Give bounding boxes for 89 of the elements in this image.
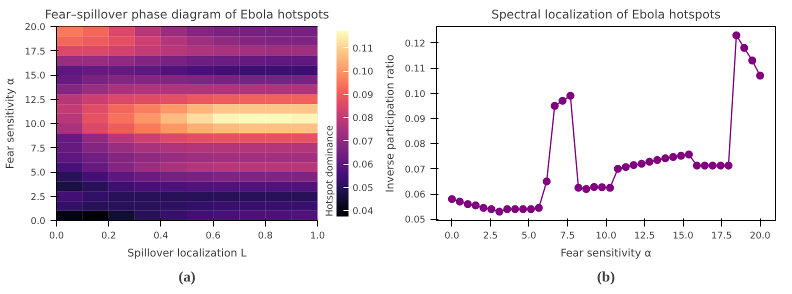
- x-tick-label: 0.4: [153, 230, 168, 242]
- point: [542, 177, 551, 186]
- point: [684, 150, 693, 158]
- point: [472, 201, 480, 210]
- x-tick-label: 15.0: [672, 230, 694, 242]
- point: [622, 163, 630, 172]
- y-tick-label: 12.5: [24, 94, 46, 106]
- color-bar-label: 0.10: [352, 66, 374, 78]
- x-tick-label: 0.0: [444, 230, 460, 242]
- point: [708, 162, 717, 170]
- point: [574, 184, 582, 192]
- y-tick-label: 0.06: [404, 190, 426, 201]
- y-tick-label: 0.09: [404, 114, 426, 125]
- x-tick-label: 0.8: [258, 230, 273, 242]
- point: [732, 31, 740, 40]
- point: [590, 183, 598, 191]
- color-bar-label: 0.05: [352, 182, 374, 194]
- point: [653, 156, 662, 164]
- color-bar-label: 0.11: [352, 43, 374, 54]
- point: [606, 184, 614, 192]
- color-bar-label: 0.08: [352, 113, 374, 124]
- point: [700, 162, 709, 170]
- y-tick-label: 0.0: [30, 216, 46, 227]
- text: (a): [178, 270, 196, 286]
- x-tick-label: 2.5: [483, 230, 498, 242]
- color-bar-label: 0.07: [352, 136, 374, 148]
- y-tick-label: 20.0: [24, 22, 46, 33]
- point: [630, 161, 638, 170]
- point: [534, 204, 543, 212]
- point: [480, 204, 488, 212]
- x-tick-label: 12.5: [634, 230, 655, 242]
- x-axis-title: Fear sensitivity α: [560, 246, 652, 260]
- x-tick-label: 0.6: [206, 230, 221, 242]
- point: [661, 154, 670, 162]
- color-bar-label: 0.06: [352, 160, 374, 171]
- point: [495, 208, 504, 216]
- y-tick-label: 0.05: [404, 214, 426, 226]
- x-axis-title: Spillover localization L: [127, 246, 247, 260]
- point: [724, 162, 732, 170]
- x-tick-label: 1.0: [310, 230, 325, 242]
- y-tick-label: 5.0: [30, 168, 46, 178]
- chart-title: Spectral localization of Ebola hotspots: [491, 8, 721, 22]
- point: [487, 205, 496, 214]
- point: [669, 153, 678, 161]
- y-tick-label: 17.5: [24, 46, 46, 58]
- point: [598, 183, 606, 192]
- x-tick-label: 0.2: [101, 230, 116, 242]
- y-tick-label: 0.08: [404, 139, 426, 150]
- color-bar-label: 0.04: [352, 206, 374, 218]
- point: [748, 56, 756, 65]
- text: (b): [597, 270, 616, 286]
- y-tick-label: 0.11: [404, 64, 426, 75]
- x-tick-label: 10.0: [596, 230, 616, 242]
- color-bar-title: Hotspot dominance: [324, 125, 336, 216]
- point: [550, 102, 559, 110]
- y-tick-label: 0.12: [404, 38, 426, 50]
- point: [692, 162, 701, 170]
- y-tick-label: 10.0: [24, 119, 46, 130]
- x-tick-label: 7.5: [560, 230, 575, 242]
- point: [503, 205, 512, 214]
- point: [448, 195, 456, 204]
- point: [519, 205, 528, 214]
- point: [614, 164, 622, 173]
- point: [566, 92, 574, 100]
- point: [756, 72, 764, 80]
- y-tick-label: 0.10: [404, 88, 426, 100]
- point: [740, 44, 748, 52]
- y-axis-title: Inverse participation ratio: [384, 54, 397, 192]
- point: [558, 96, 567, 105]
- chart-title: Fear–spillover phase diagram of Ebola hotspots: [44, 8, 330, 22]
- point: [456, 198, 464, 206]
- point: [645, 158, 654, 166]
- y-tick-label: 15.0: [24, 70, 46, 82]
- x-tick-label: 17.5: [711, 230, 732, 242]
- x-tick-label: 5.0: [522, 230, 536, 242]
- y-tick-label: 2.5: [30, 192, 46, 203]
- x-tick-label: 20.0: [750, 230, 771, 242]
- point: [677, 152, 686, 160]
- point: [716, 162, 725, 170]
- point: [511, 205, 520, 214]
- y-tick-label: 7.5: [30, 143, 46, 154]
- y-tick-label: 0.07: [404, 164, 426, 176]
- point: [638, 160, 646, 168]
- point: [582, 185, 590, 193]
- x-tick-label: 0.0: [49, 230, 64, 242]
- y-axis-title: Fear sensitivity α: [4, 78, 17, 170]
- point: [526, 205, 535, 214]
- point: [464, 200, 472, 208]
- color-bar-label: 0.09: [352, 90, 374, 101]
